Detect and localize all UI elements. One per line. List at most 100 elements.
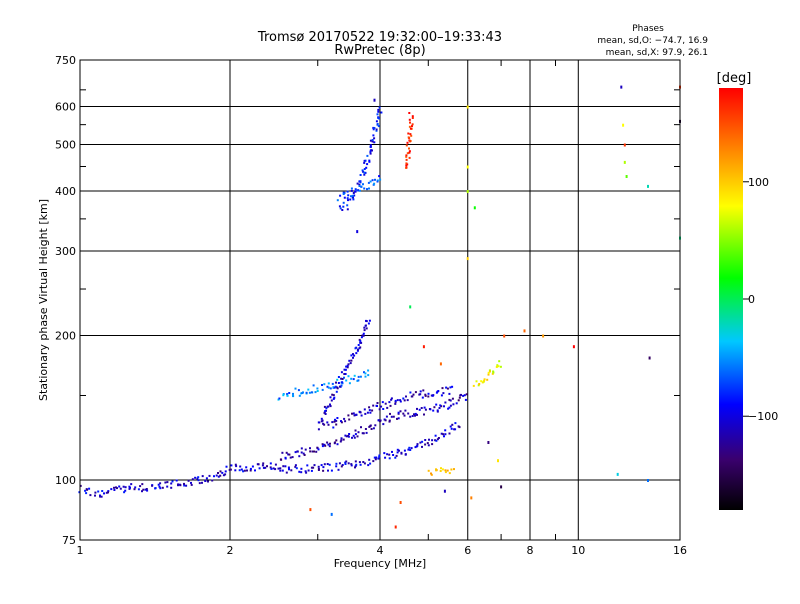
- trace-dot: [103, 492, 105, 495]
- trace-dot: [342, 193, 345, 195]
- trace-dot: [307, 469, 310, 472]
- trace-dot: [377, 125, 380, 128]
- trace-dot: [349, 362, 352, 365]
- trace-dot: [427, 444, 430, 447]
- trace-dot: [407, 132, 410, 135]
- trace-dot: [194, 476, 197, 479]
- trace-dot: [86, 488, 89, 491]
- trace-dot: [478, 383, 481, 385]
- trace-dot: [238, 469, 241, 472]
- trace-dot: [436, 438, 439, 441]
- trace-dot: [443, 435, 445, 438]
- data-point: [647, 479, 649, 482]
- trace-dot: [335, 462, 338, 465]
- trace-dot: [264, 466, 267, 469]
- trace-dot: [298, 470, 301, 473]
- trace-dot: [354, 429, 357, 432]
- trace-dot: [364, 324, 367, 327]
- colorbar-label: [deg]: [717, 71, 752, 86]
- trace-dot: [134, 486, 137, 489]
- trace-dot: [431, 439, 434, 442]
- trace-dot: [435, 391, 438, 394]
- trace-dot: [142, 488, 145, 491]
- data-point: [542, 334, 545, 338]
- trace-dot: [317, 428, 320, 431]
- trace-dot: [348, 433, 351, 435]
- trace-dot: [377, 457, 380, 460]
- plot-frame: [79, 59, 681, 541]
- trace-dot: [356, 182, 359, 185]
- trace-dot: [464, 398, 467, 401]
- trace-dot: [347, 199, 349, 202]
- trace-dot: [463, 394, 466, 397]
- data-point: [330, 512, 333, 516]
- trace-dot: [137, 488, 140, 491]
- trace-dot: [343, 373, 346, 375]
- trace-dot: [361, 169, 364, 172]
- trace-dot: [343, 196, 346, 199]
- trace-dot: [376, 402, 379, 404]
- trace-dot: [414, 414, 416, 417]
- trace-dot: [487, 373, 490, 376]
- trace-dot: [347, 435, 350, 438]
- trace-dot: [373, 127, 376, 129]
- trace-dot: [350, 464, 353, 467]
- trace-dot: [191, 478, 194, 481]
- trace-dot: [405, 155, 408, 158]
- data-point: [625, 175, 628, 178]
- trace-dot: [377, 110, 380, 113]
- trace-dot: [356, 435, 359, 438]
- trace-dot: [337, 376, 340, 378]
- trace-dot: [363, 408, 366, 411]
- trace-dot: [404, 453, 407, 456]
- trace-dot: [332, 426, 335, 429]
- trace-dot: [410, 134, 413, 137]
- trace-dot: [358, 185, 361, 187]
- trace-dot: [340, 377, 343, 380]
- trace-dot: [498, 360, 501, 363]
- trace-dot: [497, 365, 500, 368]
- trace-dot: [281, 469, 284, 472]
- trace-dot: [363, 187, 366, 190]
- trace-dot: [346, 208, 349, 211]
- trace-dot: [437, 390, 440, 392]
- trace-dot: [288, 453, 291, 456]
- trace-dot: [360, 185, 363, 188]
- trace-dot: [357, 375, 360, 378]
- trace-dot: [388, 453, 391, 456]
- trace-dot: [355, 352, 358, 355]
- trace-dot: [341, 209, 344, 211]
- trace-dot: [440, 467, 442, 470]
- x-tick-label: 1: [77, 544, 84, 557]
- trace-dot: [382, 423, 385, 426]
- trace-dot: [413, 413, 415, 416]
- trace-dot: [360, 414, 363, 417]
- trace-dot: [262, 466, 265, 469]
- trace-dot: [343, 368, 346, 371]
- trace-dot: [346, 197, 349, 200]
- trace-dot: [198, 482, 201, 485]
- trace-dot: [366, 154, 369, 157]
- trace-dot: [406, 399, 409, 402]
- trace-dot: [294, 387, 297, 390]
- trace-dot: [350, 187, 353, 190]
- trace-dot: [409, 140, 412, 143]
- trace-dot: [376, 113, 379, 116]
- trace-dot: [424, 439, 427, 441]
- trace-dot: [350, 195, 352, 198]
- trace-dot: [343, 191, 346, 194]
- trace-dot: [297, 389, 300, 392]
- trace-dot: [344, 420, 347, 423]
- trace-dot: [407, 448, 410, 451]
- trace-dot: [424, 443, 427, 446]
- trace-dot: [377, 419, 380, 422]
- trace-dot: [304, 448, 307, 451]
- trace-dot: [78, 491, 81, 494]
- trace-dot: [164, 481, 167, 484]
- trace-dot: [449, 404, 452, 407]
- trace-dot: [358, 189, 361, 192]
- trace-dot: [378, 408, 381, 411]
- trace-dot: [495, 366, 498, 368]
- trace-dot: [123, 491, 126, 494]
- trace-dot: [355, 413, 358, 416]
